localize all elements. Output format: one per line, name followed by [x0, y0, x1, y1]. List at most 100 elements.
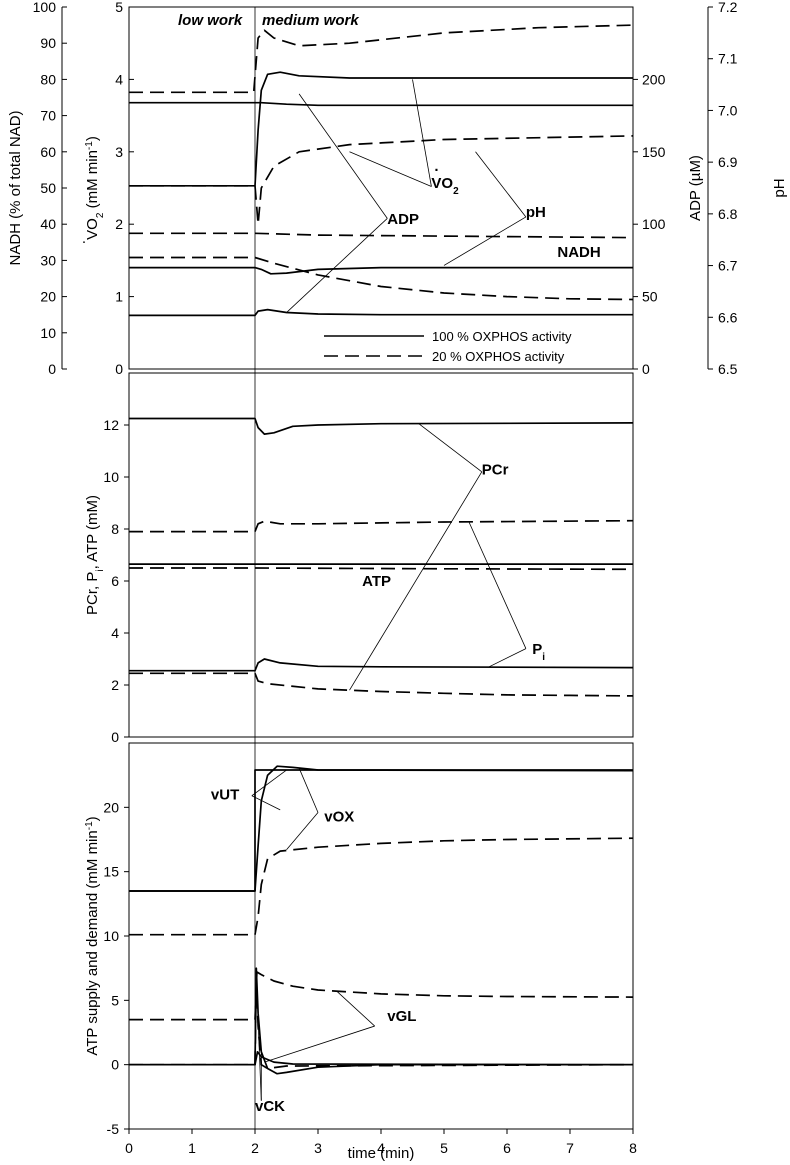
- ph-tick-label: 7.0: [718, 102, 738, 118]
- vo2-tick-label: 0: [115, 361, 123, 377]
- panel-top-nadh-20-curve: [129, 232, 634, 239]
- nadh-tick-label: 60: [40, 144, 56, 160]
- x-tick-label: 0: [125, 1140, 133, 1156]
- vo2-axis-dot: ·: [82, 233, 87, 250]
- vo2-axis-label-sub: 2: [95, 212, 106, 218]
- panel-middle-pcr-20-curve: [129, 672, 634, 697]
- panel-bottom-tick-label: 0: [111, 1057, 119, 1073]
- label-atp: ATP: [362, 573, 391, 590]
- panel-middle-tick-label: 8: [111, 521, 119, 537]
- ph-tick-label: 6.5: [718, 361, 738, 377]
- panel-bottom-vox-100-curve: [129, 765, 634, 892]
- panel-top-ph-20-curve: [129, 24, 634, 94]
- adp-tick-label: 150: [642, 144, 666, 160]
- ph-tick-label: 6.6: [718, 309, 738, 325]
- label-pcr: PCr: [482, 461, 509, 478]
- legend-dashed-label: 20 % OXPHOS activity: [432, 349, 565, 364]
- panel-bottom-frame: [128, 742, 634, 1130]
- adp-axis-label: ADP (µM): [687, 155, 704, 221]
- ph-axis-label: pH: [771, 178, 788, 197]
- panel-top-frame: [128, 6, 634, 370]
- x-tick-label: 3: [314, 1140, 322, 1156]
- panel-middle-tick-label: 12: [103, 417, 119, 433]
- panel-middle-tick-label: 10: [103, 469, 119, 485]
- panel-top-vo2-20-curve: [129, 135, 634, 226]
- nadh-tick-label: 90: [40, 35, 56, 51]
- panel-bottom-vut-100-curve: [129, 769, 633, 892]
- panel-middle-y-label-b: , ATP (mM): [84, 495, 101, 569]
- panel-top-leader-line: [475, 151, 527, 218]
- adp-tick-label: 0: [642, 361, 650, 377]
- label-vut: vUT: [211, 787, 239, 804]
- panel-middle-atp-20-curve: [129, 567, 634, 571]
- label-ph: pH: [526, 204, 546, 221]
- adp-tick-label: 200: [642, 71, 666, 87]
- panel-bottom-y-label-a: ATP supply and demand (mM min: [84, 830, 101, 1055]
- panel-middle-leader-line: [349, 471, 483, 691]
- ph-tick-label: 6.8: [718, 206, 738, 222]
- nadh-tick-label: 10: [40, 325, 56, 341]
- panel-top-leader-line: [349, 151, 432, 187]
- nadh-tick-label: 30: [40, 252, 56, 268]
- panel-bottom-leader-line: [298, 767, 319, 813]
- panel-bottom-tick-label: 15: [103, 864, 119, 880]
- panel-middle-y-axis-label: PCr, Pi, ATP (mM): [84, 495, 106, 615]
- nadh-tick-label: 70: [40, 108, 56, 124]
- panel-bottom-vck-100-curve: [129, 967, 633, 1075]
- vo2-axis-label-v: V: [84, 230, 101, 240]
- panel-bottom-leader-line: [251, 795, 281, 811]
- panel-middle-pcr-100-curve: [129, 417, 634, 435]
- vo2-tick-label: 2: [115, 216, 123, 232]
- label-vo2-dot: ·: [434, 162, 439, 179]
- ph-tick-label: 6.9: [718, 154, 738, 170]
- x-tick-label: 2: [251, 1140, 259, 1156]
- panel-middle-pi-100-curve: [129, 658, 634, 672]
- panel-bottom-tick-label: -5: [107, 1121, 120, 1137]
- panel-bottom-tick-label: 20: [103, 799, 119, 815]
- panel-top-leader-line: [298, 93, 388, 219]
- ph-tick-label: 7.1: [718, 51, 738, 67]
- panel-bottom-curves: [129, 765, 634, 1075]
- label-vo2: VO2: [431, 175, 459, 197]
- panel-middle-leaders: [349, 423, 527, 691]
- panel-middle-tick-label: 4: [111, 625, 119, 641]
- x-tick-label: 8: [629, 1140, 637, 1156]
- label-adp: ADP: [387, 211, 419, 228]
- vo2-tick-label: 5: [115, 0, 123, 15]
- label-vox: vOX: [324, 808, 354, 825]
- panel-middle-tick-label: 0: [111, 729, 119, 745]
- vo2-tick-label: 4: [115, 71, 123, 87]
- nadh-tick-label: 0: [48, 361, 56, 377]
- panel-top-adp-100-curve: [129, 308, 633, 317]
- panel-middle-tick-label: 2: [111, 677, 119, 693]
- nadh-tick-label: 80: [40, 71, 56, 87]
- nadh-tick-label: 20: [40, 289, 56, 305]
- legend-solid-label: 100 % OXPHOS activity: [432, 329, 572, 344]
- panel-top-leaders: [286, 79, 527, 313]
- nadh-tick-label: 50: [40, 180, 56, 196]
- panel-bottom-vox-20-curve: [129, 837, 634, 936]
- panel-middle-leader-line: [487, 648, 527, 668]
- label-vgl: vGL: [387, 1008, 416, 1025]
- panel-middle-leader-line: [418, 423, 483, 473]
- panel-top-curves: [129, 24, 634, 317]
- panel-middle-frame: [128, 372, 634, 738]
- panel-bottom-leader-line: [264, 1025, 375, 1063]
- panel-bottom-vck-20-curve: [129, 976, 634, 1070]
- vo2-axis-label-unit: (mM min: [84, 150, 101, 213]
- x-tick-label: 5: [440, 1140, 448, 1156]
- panel-bottom-y-label-sup: -1: [84, 821, 95, 830]
- nadh-axis-label: NADH (% of total NAD): [7, 110, 24, 265]
- panel-bottom-leaders: [251, 767, 375, 1101]
- label-vo2-o: O: [441, 175, 453, 192]
- label-pi: Pi: [532, 641, 545, 663]
- panel-bottom-ticks: -5 0 5 10 15 20 0 1 2 3 4 5 6 7 8: [103, 799, 637, 1156]
- panel-bottom-leader-line: [336, 991, 375, 1027]
- vo2-axis-label-close: ): [84, 136, 101, 141]
- panel-top: 0102030405060708090100012345050100150200…: [7, 0, 788, 377]
- adp-tick-label: 50: [642, 289, 658, 305]
- panel-bottom-vgl-100-curve: [129, 1050, 634, 1066]
- panel-bottom-y-axis-label: ATP supply and demand (mM min-1): [84, 816, 102, 1055]
